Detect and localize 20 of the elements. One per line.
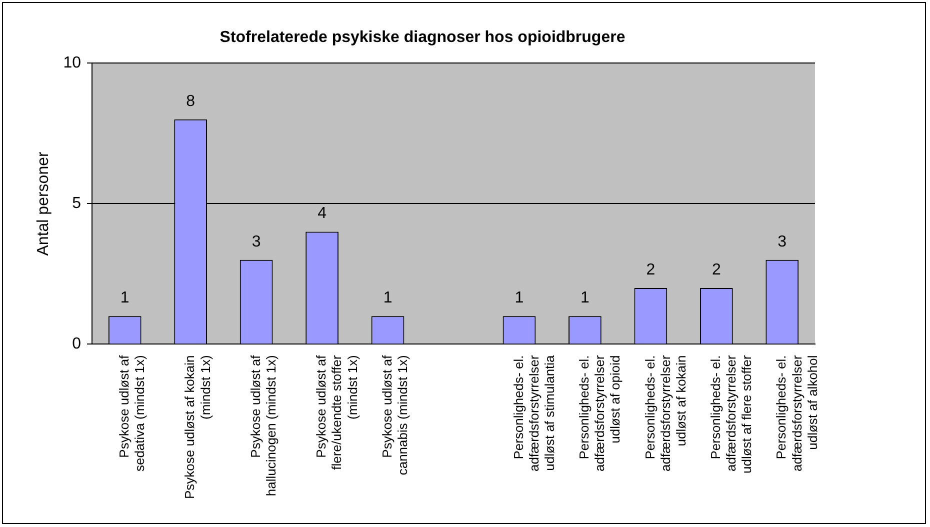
data-label: 3 <box>778 233 787 250</box>
y-tick-label: 5 <box>72 195 82 212</box>
x-tick-label: Psykose udløst af flere/ukendte stoffer (mindst 1x) <box>314 354 360 470</box>
y-axis-title: Antal personer <box>35 151 52 256</box>
data-label: 3 <box>252 233 261 250</box>
y-tick-label: 0 <box>72 336 82 353</box>
x-tick-label: Psykose udløst af cannabis (mindst 1x) <box>379 354 410 476</box>
data-label: 1 <box>514 290 524 307</box>
data-label: 1 <box>580 290 590 307</box>
data-label: 8 <box>186 92 196 110</box>
chart-title: Stofrelaterede psykiske diagnoser hos opioidbrugere <box>220 29 626 46</box>
data-label: 1 <box>120 290 130 307</box>
x-tick-label: Psykose udløst af hallucinogen (mindst 1x) <box>248 354 278 496</box>
data-label: 1 <box>383 290 392 307</box>
data-label: 2 <box>646 261 656 278</box>
data-label: 4 <box>318 205 327 222</box>
x-tick-label: Psykose udløst af kokain (mindst 1x) <box>182 355 213 500</box>
data-label: 2 <box>712 261 721 278</box>
y-tick-label: 10 <box>63 54 82 72</box>
x-tick-label: Psykose udløst af sedativa (mindst 1x) <box>116 354 148 472</box>
